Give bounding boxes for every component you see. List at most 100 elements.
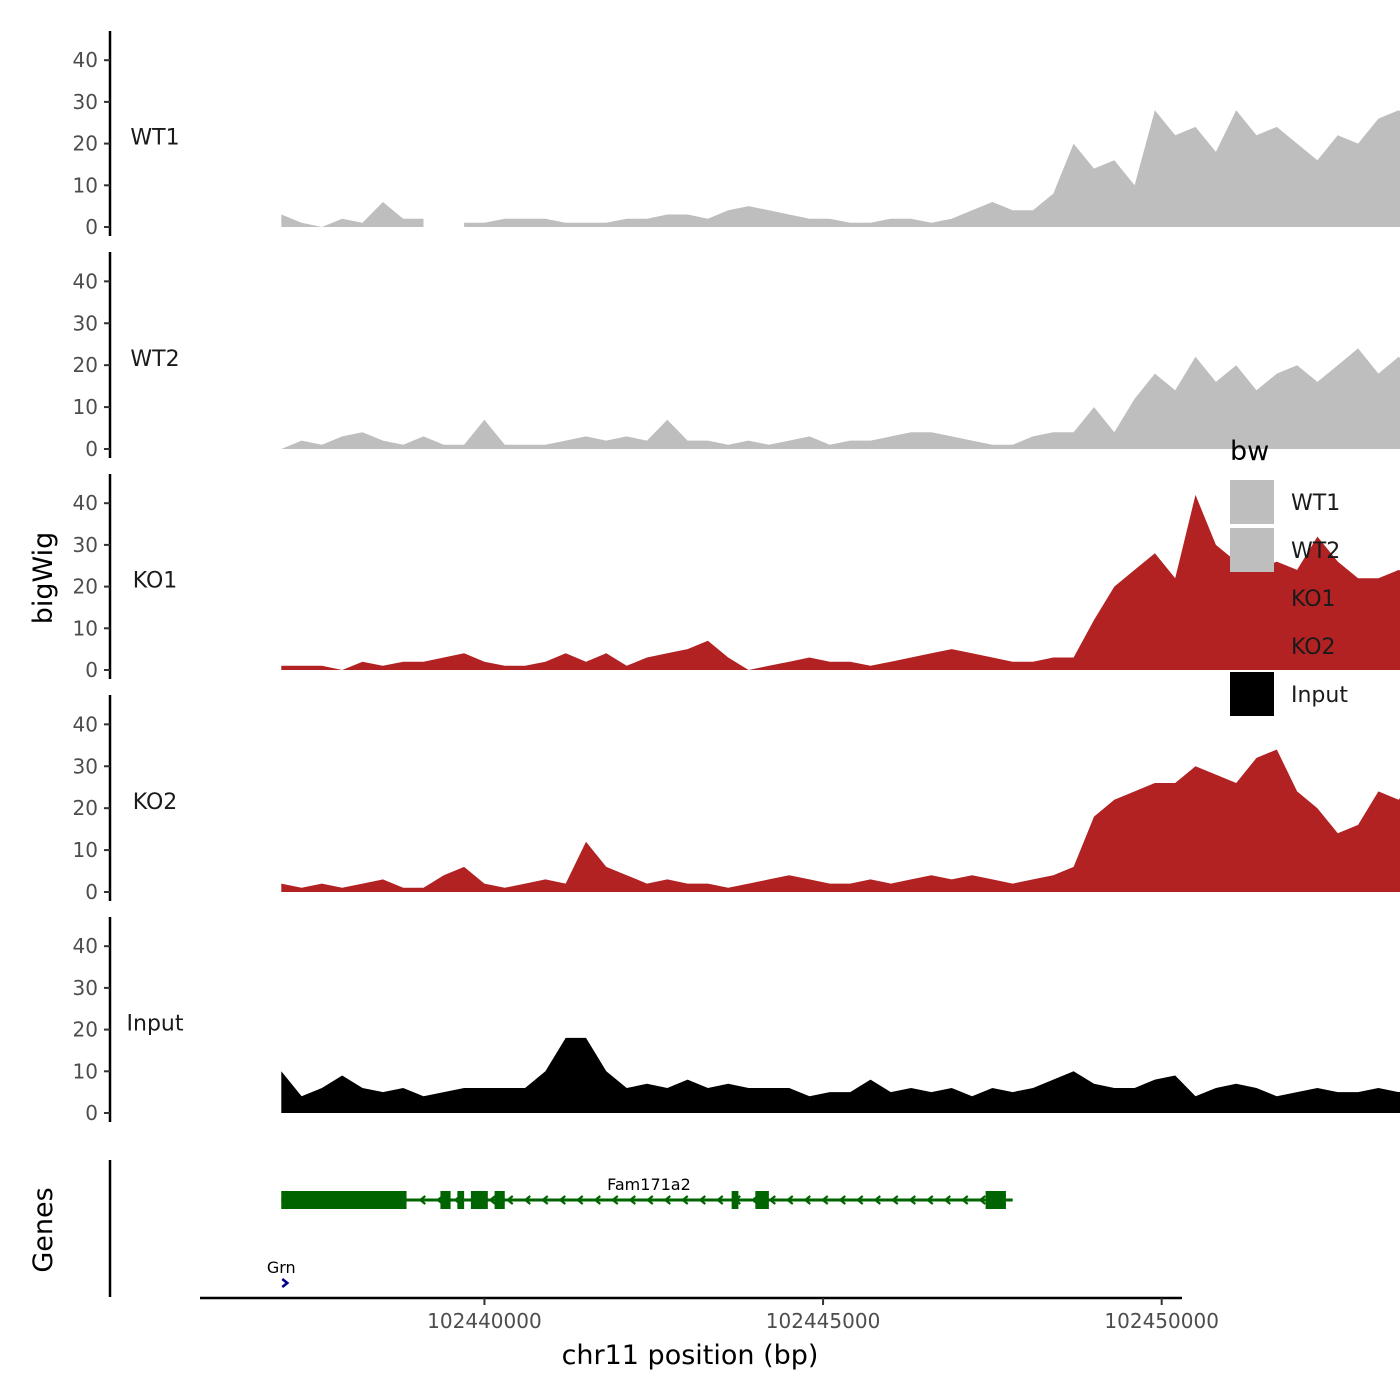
exon [457, 1191, 465, 1209]
area-WT2 [281, 348, 1400, 449]
track-label-WT2: WT2 [130, 347, 179, 372]
strand-arrow [541, 1195, 549, 1205]
track-KO1: 0 10 20 30 40 KO1 [73, 474, 1400, 682]
y-tick-label: 10 [73, 395, 98, 419]
strand-arrow [943, 1195, 951, 1205]
y-tick-label: 30 [73, 976, 98, 1000]
y-tick-label: 10 [73, 838, 98, 862]
legend-swatch-WT1 [1230, 480, 1274, 524]
gene-mark-Grn [281, 1277, 290, 1289]
y-axis-title: bigWig [28, 532, 59, 625]
gene-label-Fam171a2: Fam171a2 [607, 1175, 691, 1194]
strand-arrow [926, 1195, 934, 1205]
track-KO2: 0 10 20 30 40 KO2 [73, 695, 1400, 904]
y-tick-label: 30 [73, 311, 98, 335]
x-tick-label: 102450000 [1104, 1309, 1219, 1333]
gene-Fam171a2: Fam171a2 [281, 1175, 1013, 1209]
legend-label-WT1: WT1 [1291, 491, 1340, 516]
exon [440, 1191, 451, 1209]
genes-axis-title: Genes [28, 1187, 59, 1272]
y-tick-label: 20 [73, 796, 98, 820]
gene-label-Grn: Grn [267, 1258, 296, 1277]
strand-arrow [576, 1195, 584, 1205]
exon [470, 1191, 488, 1209]
strand-arrow [593, 1195, 601, 1205]
strand-arrow [786, 1195, 794, 1205]
legend-title: bw [1230, 436, 1269, 467]
area-WT1-1 [464, 110, 1400, 227]
exon [281, 1191, 407, 1209]
strand-arrow [681, 1195, 689, 1205]
strand-arrow [838, 1195, 846, 1205]
area-KO2 [281, 749, 1400, 892]
y-tick-label: 0 [85, 215, 98, 239]
track-Input: 0 10 20 30 40 Input [73, 917, 1400, 1125]
gene-Grn: Grn [267, 1258, 296, 1289]
strand-arrow [628, 1195, 636, 1205]
y-tick-label: 0 [85, 880, 98, 904]
y-tick-label: 10 [73, 1059, 98, 1083]
legend-label-Input: Input [1291, 683, 1348, 708]
legend-swatch-KO2 [1230, 624, 1274, 668]
y-tick-label: 0 [85, 1101, 98, 1125]
x-axis-title: chr11 position (bp) [562, 1340, 819, 1371]
y-tick-label: 0 [85, 658, 98, 682]
x-axis: 102440000 102445000 102450000 [200, 1296, 1219, 1333]
legend-label-WT2: WT2 [1291, 539, 1340, 564]
strand-arrow [558, 1195, 566, 1205]
strand-arrow [908, 1195, 916, 1205]
genes-panel: Fam171a2 Grn [108, 1160, 1013, 1297]
y-tick-label: 10 [73, 173, 98, 197]
y-tick-label: 30 [73, 754, 98, 778]
strand-arrow [821, 1195, 829, 1205]
strand-arrow [856, 1195, 864, 1205]
exon [494, 1191, 505, 1209]
legend: bw WT1 WT2 KO1 KO2 Input [1230, 436, 1348, 716]
strand-arrow [523, 1195, 531, 1205]
legend-label-KO1: KO1 [1291, 587, 1336, 612]
strand-arrow [646, 1195, 654, 1205]
strand-arrow [961, 1195, 969, 1205]
x-tick-label: 102445000 [766, 1309, 881, 1333]
y-tick-label: 40 [73, 491, 98, 515]
y-tick-label: 20 [73, 132, 98, 156]
track-label-KO2: KO2 [133, 790, 178, 815]
y-tick-label: 20 [73, 353, 98, 377]
track-WT2: 0 10 20 30 40 WT2 [73, 252, 1400, 461]
track-label-WT1: WT1 [130, 126, 179, 151]
strand-arrow [488, 1195, 496, 1205]
strand-arrow [506, 1195, 514, 1205]
legend-swatch-KO1 [1230, 576, 1274, 620]
strand-arrow [978, 1195, 986, 1205]
legend-label-KO2: KO2 [1291, 635, 1336, 660]
strand-arrow [698, 1195, 706, 1205]
strand-arrow [716, 1195, 724, 1205]
x-tick-label: 102440000 [427, 1309, 542, 1333]
strand-arrow [611, 1195, 619, 1205]
track-WT1: 0 10 20 30 40 WT1 [73, 31, 1400, 239]
track-label-Input: Input [127, 1012, 184, 1037]
exon [985, 1191, 1006, 1209]
area-WT1-0 [281, 202, 424, 227]
exon [731, 1191, 739, 1209]
y-tick-label: 40 [73, 934, 98, 958]
area-KO1 [281, 494, 1400, 670]
coverage-tracks: 0 10 20 30 40 WT1 0 10 20 30 40 WT2 0 10 20 30 40 KO1 0 10 2… [73, 31, 1400, 1125]
y-tick-label: 20 [73, 575, 98, 599]
exon [755, 1191, 769, 1209]
y-tick-label: 20 [73, 1018, 98, 1042]
strand-arrow [803, 1195, 811, 1205]
y-tick-label: 10 [73, 616, 98, 640]
strand-arrow [873, 1195, 881, 1205]
y-tick-label: 30 [73, 533, 98, 557]
y-tick-label: 40 [73, 712, 98, 736]
y-tick-label: 40 [73, 269, 98, 293]
y-tick-label: 30 [73, 90, 98, 114]
strand-arrow [768, 1195, 776, 1205]
legend-swatch-WT2 [1230, 528, 1274, 572]
track-label-KO1: KO1 [133, 569, 178, 594]
strand-arrow [418, 1195, 426, 1205]
area-Input [281, 1037, 1400, 1113]
legend-swatch-Input [1230, 672, 1274, 716]
